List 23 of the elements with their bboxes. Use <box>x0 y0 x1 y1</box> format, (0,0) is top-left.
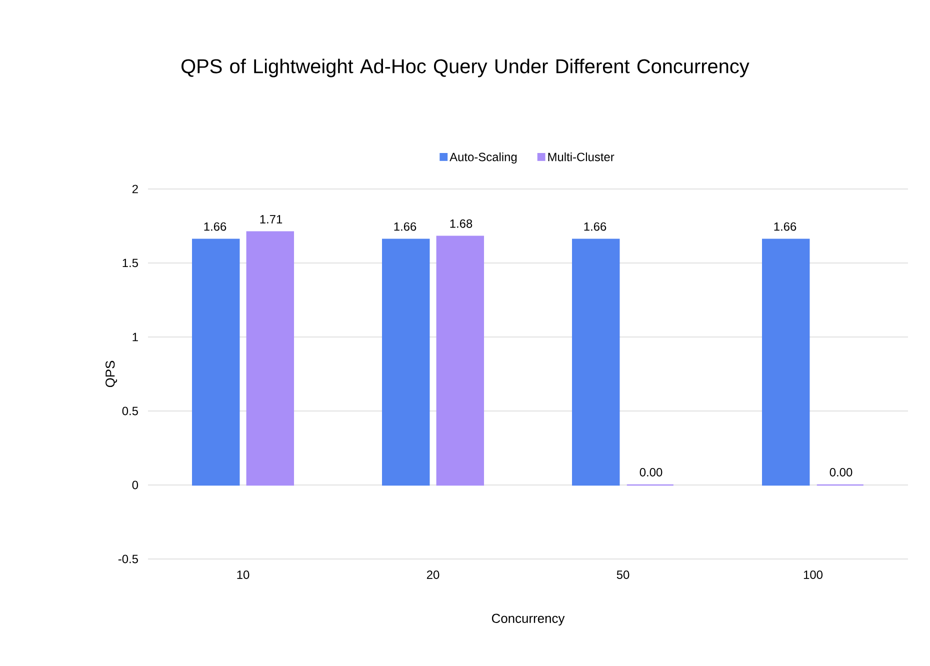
y-tick-label: -0.5 <box>118 554 138 564</box>
data-label: 1.68 <box>450 219 472 228</box>
legend-label: Multi-Cluster <box>548 152 614 162</box>
data-label: 0.00 <box>640 468 662 476</box>
x-tick-label: 50 <box>616 570 630 579</box>
data-label: 1.66 <box>584 222 606 231</box>
legend-label: Auto-Scaling <box>450 152 517 164</box>
chart-title: QPS of Lightweight Ad-Hoc Query Under Different Concurrency <box>182 58 750 78</box>
y-tick-label: 1.5 <box>122 258 138 268</box>
y-axis-title: QPS <box>106 360 118 388</box>
y-tick-label: 2 <box>132 184 138 194</box>
data-label: 1.71 <box>260 215 282 224</box>
x-tick-label: 10 <box>237 570 250 579</box>
data-label: 1.66 <box>204 222 226 231</box>
y-tick-label: 0 <box>132 480 138 490</box>
y-tick-label: 0.5 <box>122 406 138 416</box>
x-tick-label: 100 <box>804 570 823 579</box>
data-label: 1.66 <box>394 222 416 231</box>
data-label: 0.00 <box>830 468 852 476</box>
data-label: 1.66 <box>774 222 796 231</box>
x-tick-label: 20 <box>426 570 440 579</box>
y-tick-label: 1 <box>132 332 138 342</box>
x-axis-title: Concurrency <box>492 614 565 626</box>
